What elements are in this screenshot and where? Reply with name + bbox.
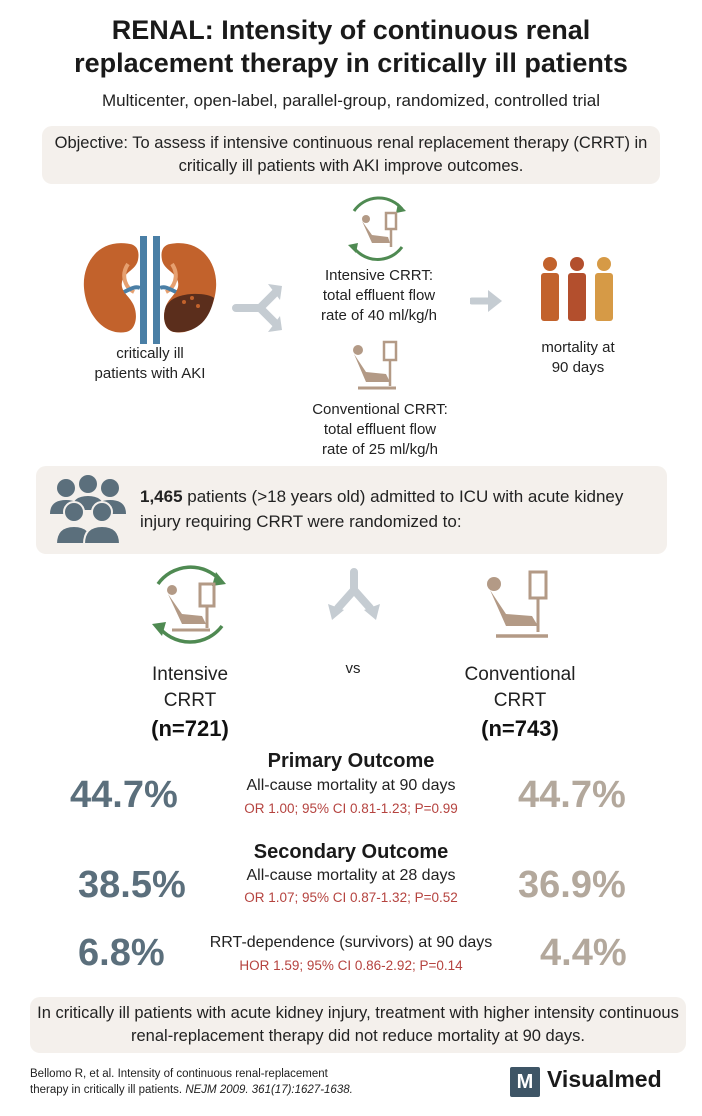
title-line-2: replacement therapy in critically ill pa… bbox=[74, 48, 628, 78]
intensive-arm-line-1: Intensive bbox=[151, 664, 229, 685]
conventional-arm-line-2: CRRT bbox=[493, 690, 547, 711]
title-line-1: RENAL: Intensity of continuous renal bbox=[111, 15, 591, 45]
secondary-outcome-heading: Secondary Outcome bbox=[253, 841, 449, 863]
reference-journal: NEJM 2009. 361(17):1627-1638. bbox=[185, 1084, 353, 1096]
intensive-arm-line-2: CRRT bbox=[163, 690, 217, 711]
reference-line-2: therapy in critically ill patients. NEJM… bbox=[30, 1082, 450, 1098]
secondary-outcome-stat: OR 1.07; 95% CI 0.87-1.32; P=0.52 bbox=[244, 890, 458, 905]
intensive-arm-n: (n=721) bbox=[151, 716, 229, 741]
page-subtitle: Multicenter, open-label, parallel-group,… bbox=[102, 91, 600, 110]
conventional-line-1: Conventional CRRT: bbox=[312, 401, 448, 418]
mortality-line-1: mortality at bbox=[541, 339, 615, 356]
intensive-line-3: rate of 40 ml/kg/h bbox=[321, 307, 437, 324]
secondary-intensive-value: 38.5% bbox=[78, 864, 186, 906]
rrt-outcome-desc: RRT-dependence (survivors) at 90 days bbox=[209, 934, 493, 951]
objective-panel: Objective: To assess if intensive contin… bbox=[42, 126, 660, 184]
primary-intensive-value: 44.7% bbox=[70, 774, 178, 816]
visualmed-logo-icon: M bbox=[510, 1067, 540, 1097]
secondary-outcome-desc: All-cause mortality at 28 days bbox=[246, 867, 456, 884]
rrt-outcome-stat: HOR 1.59; 95% CI 0.86-2.92; P=0.14 bbox=[239, 958, 463, 973]
reference-line-1: Bellomo R, et al. Intensity of continuou… bbox=[30, 1068, 328, 1080]
reference-title-end: therapy in critically ill patients. bbox=[30, 1084, 186, 1096]
population-label: critically ill patients with AKI bbox=[80, 344, 220, 384]
intensive-arm-icon bbox=[152, 565, 226, 644]
rrt-intensive-value: 6.8% bbox=[78, 932, 165, 974]
intensive-arm-label: Intensive CRRT bbox=[120, 662, 260, 714]
right-arrow-icon bbox=[470, 290, 502, 312]
conclusion-panel: In critically ill patients with acute ki… bbox=[30, 997, 686, 1053]
people-group-icon bbox=[50, 475, 126, 545]
objective-text: Objective: To assess if intensive contin… bbox=[54, 134, 648, 175]
page-title: RENAL: Intensity of continuous renal rep… bbox=[0, 14, 702, 80]
dialysis-chair-icon bbox=[353, 340, 398, 390]
enrollment-text: 1,465 patients (>18 years old) admitted … bbox=[140, 484, 640, 534]
secondary-conventional-value: 36.9% bbox=[518, 864, 626, 906]
primary-outcome-desc: All-cause mortality at 90 days bbox=[246, 777, 456, 794]
enrollment-count: 1,465 bbox=[140, 487, 183, 506]
split-down-arrow-icon bbox=[328, 568, 380, 620]
conventional-line-3: rate of 25 ml/kg/h bbox=[322, 441, 438, 458]
conventional-arm-n: (n=743) bbox=[481, 716, 559, 741]
conclusion-text: In critically ill patients with acute ki… bbox=[37, 1004, 679, 1045]
reference: Bellomo R, et al. Intensity of continuou… bbox=[30, 1066, 450, 1098]
kidneys-icon bbox=[83, 236, 217, 344]
primary-outcome-stat: OR 1.00; 95% CI 0.81-1.23; P=0.99 bbox=[244, 801, 458, 816]
conventional-arm-label: Conventional CRRT bbox=[440, 662, 600, 714]
primary-outcome-heading: Primary Outcome bbox=[267, 750, 435, 772]
enrollment-description: patients (>18 years old) admitted to ICU… bbox=[140, 487, 624, 531]
mortality-line-2: 90 days bbox=[551, 359, 605, 376]
dialysis-chair-cycle-icon bbox=[348, 196, 406, 261]
visualmed-logo-text: Visualmed bbox=[547, 1066, 662, 1092]
conventional-arm-icon bbox=[487, 570, 548, 638]
three-persons-icon bbox=[541, 257, 613, 321]
population-line-2: patients with AKI bbox=[94, 365, 206, 382]
conventional-arm-line-1: Conventional bbox=[464, 664, 576, 685]
intensive-desc: Intensive CRRT: total effluent flow rate… bbox=[300, 266, 458, 326]
vs-label: vs bbox=[345, 660, 361, 677]
split-arrow-icon bbox=[232, 284, 282, 332]
primary-conventional-value: 44.7% bbox=[518, 774, 626, 816]
enrollment-panel bbox=[36, 466, 667, 554]
rrt-conventional-value: 4.4% bbox=[540, 932, 627, 974]
conventional-line-2: total effluent flow bbox=[323, 421, 437, 438]
conventional-desc: Conventional CRRT: total effluent flow r… bbox=[296, 400, 464, 460]
intensive-line-1: Intensive CRRT: bbox=[324, 267, 434, 284]
population-line-1: critically ill bbox=[116, 345, 184, 362]
intensive-line-2: total effluent flow bbox=[322, 287, 436, 304]
mortality-label: mortality at 90 days bbox=[520, 338, 636, 378]
